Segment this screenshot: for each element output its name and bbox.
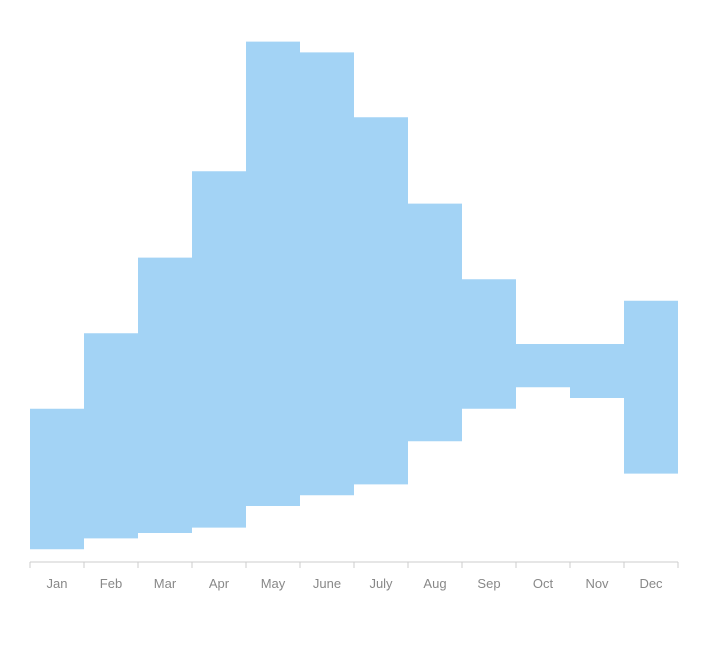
x-tick-label: May	[261, 576, 286, 591]
x-tick-label: Nov	[585, 576, 608, 591]
range-area-chart: Jan Feb Mar Apr May June July Aug Sep Oct Nov Dec	[0, 0, 703, 653]
x-tick-label: Jan	[47, 576, 68, 591]
x-tick-label: Feb	[100, 576, 122, 591]
x-tick-label: Mar	[154, 576, 176, 591]
x-tick-label: Dec	[639, 576, 662, 591]
x-tick-label: Sep	[477, 576, 500, 591]
x-tick-label: June	[313, 576, 341, 591]
x-tick-label: Aug	[423, 576, 446, 591]
chart-svg	[0, 0, 703, 653]
x-tick-label: Apr	[209, 576, 229, 591]
x-tick-label: Oct	[533, 576, 553, 591]
area-range-series	[30, 42, 678, 550]
x-tick-label: July	[369, 576, 392, 591]
